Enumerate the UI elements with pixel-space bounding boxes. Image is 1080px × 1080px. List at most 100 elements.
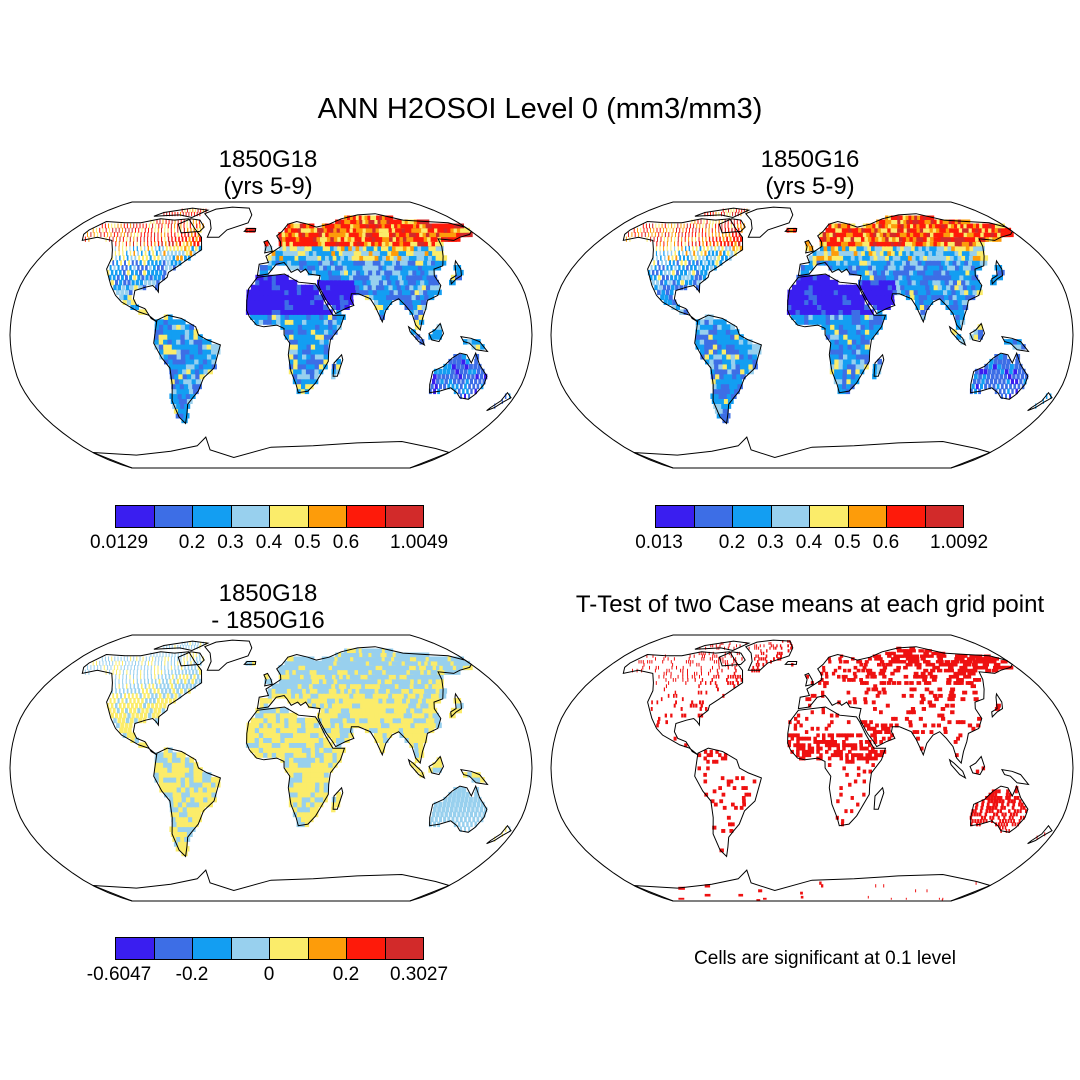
grid-cell xyxy=(330,236,337,242)
grid-cell xyxy=(852,245,858,252)
grid-cell xyxy=(319,782,325,788)
grid-cell xyxy=(278,245,284,252)
grid-cell xyxy=(330,227,336,233)
grid-cell xyxy=(295,265,301,271)
grid-cell xyxy=(658,265,661,271)
grid-cell xyxy=(715,398,722,404)
grid-cell xyxy=(296,388,301,395)
grid-cell xyxy=(674,236,676,242)
grid-cell xyxy=(699,329,705,335)
grid-cell xyxy=(949,255,958,261)
grid-cell xyxy=(302,260,308,266)
grid-cell xyxy=(182,674,185,680)
grid-cell xyxy=(323,349,329,355)
grid-cell xyxy=(271,289,277,296)
grid-cell xyxy=(725,208,727,213)
grid-cell xyxy=(169,801,175,808)
grid-cell xyxy=(847,309,853,315)
grid-cell xyxy=(343,660,350,666)
grid-cell xyxy=(180,678,183,685)
grid-cell xyxy=(364,674,371,680)
grid-cell xyxy=(473,796,478,803)
grid-cell xyxy=(821,284,826,291)
grid-cell xyxy=(708,232,710,238)
grid-cell xyxy=(968,289,975,296)
grid-cell xyxy=(837,284,843,291)
grid-cell xyxy=(313,284,319,291)
grid-cell xyxy=(267,299,273,305)
grid-cell xyxy=(325,712,331,719)
grid-cell xyxy=(878,279,885,286)
grid-cell xyxy=(838,329,844,335)
grid-cell xyxy=(170,660,172,666)
grid-cell xyxy=(382,255,389,261)
grid-cell xyxy=(154,757,160,763)
grid-cell xyxy=(192,236,195,242)
grid-cell xyxy=(835,250,840,256)
grid-cell xyxy=(174,811,181,818)
grid-cell xyxy=(168,255,172,261)
grid-cell xyxy=(174,211,176,217)
grid-cell xyxy=(932,279,939,286)
grid-cell xyxy=(906,274,913,281)
grid-cell xyxy=(373,727,379,734)
grid-cell xyxy=(882,260,889,266)
grid-cell xyxy=(174,398,181,404)
grid-cell xyxy=(178,831,185,837)
grid-cell xyxy=(388,245,396,252)
grid-cell xyxy=(414,707,421,714)
grid-cell xyxy=(416,688,424,694)
grid-cell xyxy=(738,334,744,340)
grid-cell xyxy=(739,349,745,355)
grid-cell xyxy=(164,358,170,365)
grid-cell xyxy=(134,688,137,694)
grid-cell xyxy=(315,698,321,704)
grid-cell xyxy=(670,274,674,281)
grid-cell xyxy=(717,388,724,395)
grid-cell xyxy=(858,279,864,286)
grid-cell xyxy=(122,241,124,247)
grid-cell xyxy=(414,747,420,753)
grid-cell xyxy=(423,289,430,296)
grid-cell xyxy=(864,250,871,256)
grid-cell xyxy=(340,245,347,252)
grid-cell xyxy=(402,722,408,729)
grid-cell xyxy=(950,250,959,256)
grid-cell xyxy=(105,660,107,666)
grid-cell xyxy=(855,309,861,315)
grid-cell xyxy=(263,309,268,315)
grid-cell xyxy=(305,816,310,823)
grid-cell xyxy=(283,693,289,699)
grid-cell xyxy=(131,712,135,719)
grid-cell xyxy=(852,269,859,276)
grid-cell xyxy=(135,693,138,699)
grid-cell xyxy=(319,698,325,704)
grid-cell xyxy=(847,223,853,229)
grid-cell xyxy=(889,245,896,252)
grid-cell xyxy=(341,712,348,719)
grid-cell xyxy=(786,227,790,233)
grid-cell xyxy=(863,245,870,252)
grid-cell xyxy=(418,274,425,281)
grid-cell xyxy=(331,698,337,704)
grid-cell xyxy=(119,712,123,719)
grid-cell xyxy=(932,250,940,256)
grid-cell xyxy=(459,393,462,399)
grid-cell xyxy=(131,299,136,305)
grid-cell xyxy=(276,747,281,753)
grid-cell xyxy=(877,255,884,261)
grid-cell xyxy=(899,265,906,271)
grid-cell xyxy=(385,289,391,296)
grid-cell xyxy=(415,727,422,734)
grid-cell xyxy=(378,265,385,271)
grid-cell xyxy=(360,241,367,247)
grid-cell xyxy=(846,250,852,256)
grid-cell xyxy=(263,732,268,738)
grid-cell xyxy=(193,329,199,335)
grid-cell xyxy=(184,688,187,694)
grid-cell xyxy=(717,334,722,340)
grid-cell xyxy=(674,241,675,247)
grid-cell xyxy=(670,245,672,252)
grid-cell xyxy=(881,236,888,242)
grid-cell xyxy=(162,678,164,685)
